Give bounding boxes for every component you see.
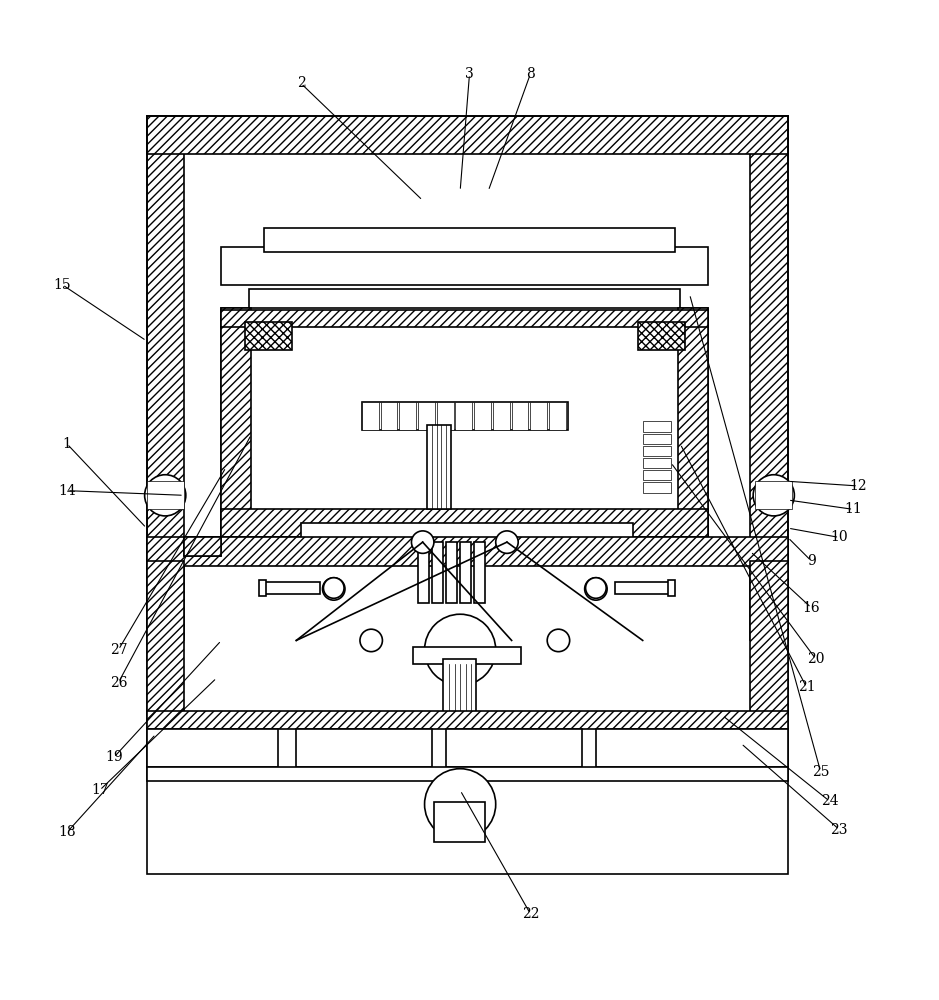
Bar bbox=[474, 542, 485, 603]
Bar bbox=[146, 561, 184, 715]
Bar bbox=[427, 425, 451, 509]
Bar bbox=[146, 711, 788, 729]
Bar bbox=[642, 446, 670, 456]
Bar bbox=[222, 308, 708, 537]
Text: 26: 26 bbox=[110, 676, 127, 690]
Text: 15: 15 bbox=[54, 278, 71, 292]
Bar bbox=[678, 308, 708, 537]
Bar bbox=[642, 421, 670, 432]
Circle shape bbox=[753, 475, 794, 516]
Text: 9: 9 bbox=[807, 554, 816, 568]
Circle shape bbox=[323, 578, 344, 598]
Bar bbox=[531, 402, 547, 430]
Bar bbox=[146, 729, 278, 767]
Bar bbox=[446, 542, 457, 603]
Bar bbox=[250, 289, 680, 313]
Bar bbox=[642, 470, 670, 480]
Text: 14: 14 bbox=[58, 484, 76, 498]
Text: 19: 19 bbox=[105, 750, 123, 764]
Bar bbox=[146, 116, 788, 874]
Bar bbox=[668, 580, 675, 596]
Text: 8: 8 bbox=[526, 67, 534, 81]
Bar bbox=[642, 482, 670, 493]
Bar bbox=[146, 537, 788, 566]
Text: 17: 17 bbox=[91, 783, 109, 797]
Text: 10: 10 bbox=[830, 530, 848, 544]
Bar bbox=[399, 402, 416, 430]
Text: 11: 11 bbox=[844, 502, 862, 516]
Bar bbox=[642, 458, 670, 468]
Bar bbox=[222, 509, 708, 537]
Bar bbox=[549, 402, 566, 430]
Text: 16: 16 bbox=[803, 601, 820, 615]
Circle shape bbox=[585, 578, 608, 600]
Text: 1: 1 bbox=[63, 437, 71, 451]
Text: 3: 3 bbox=[465, 67, 474, 81]
Text: 22: 22 bbox=[521, 907, 539, 921]
Bar bbox=[474, 402, 491, 430]
Circle shape bbox=[586, 578, 607, 598]
Bar bbox=[245, 322, 292, 350]
Bar bbox=[493, 402, 510, 430]
Bar bbox=[642, 434, 670, 444]
Bar bbox=[615, 582, 670, 594]
Bar bbox=[184, 537, 222, 556]
Circle shape bbox=[411, 531, 434, 553]
Bar bbox=[437, 402, 454, 430]
Bar bbox=[443, 659, 476, 715]
Bar bbox=[460, 542, 471, 603]
Bar bbox=[146, 116, 788, 154]
Circle shape bbox=[360, 629, 382, 652]
Bar bbox=[446, 729, 582, 767]
Text: 18: 18 bbox=[58, 825, 76, 839]
Bar bbox=[362, 402, 378, 430]
Bar bbox=[146, 481, 184, 509]
Circle shape bbox=[547, 629, 570, 652]
Bar bbox=[455, 402, 472, 430]
Text: 2: 2 bbox=[297, 76, 305, 90]
Bar bbox=[264, 582, 319, 594]
Bar bbox=[380, 402, 397, 430]
Bar bbox=[413, 647, 521, 664]
Bar bbox=[264, 228, 675, 252]
Bar bbox=[755, 481, 793, 509]
Circle shape bbox=[424, 769, 496, 840]
Bar bbox=[434, 802, 485, 842]
Text: 20: 20 bbox=[808, 652, 824, 666]
Circle shape bbox=[424, 614, 496, 685]
Bar bbox=[146, 116, 184, 640]
Bar bbox=[418, 542, 429, 603]
Circle shape bbox=[496, 531, 518, 553]
Bar bbox=[418, 402, 435, 430]
Bar bbox=[362, 402, 568, 430]
Bar bbox=[512, 402, 529, 430]
Bar bbox=[750, 561, 788, 715]
Bar bbox=[750, 116, 788, 640]
Bar bbox=[222, 310, 708, 327]
Bar bbox=[146, 767, 788, 781]
Bar bbox=[432, 542, 443, 603]
Text: 23: 23 bbox=[831, 823, 848, 837]
Circle shape bbox=[322, 578, 345, 600]
Text: 12: 12 bbox=[849, 479, 867, 493]
Text: 24: 24 bbox=[821, 794, 839, 808]
Bar bbox=[184, 537, 222, 556]
Bar bbox=[297, 729, 432, 767]
Bar bbox=[222, 247, 708, 285]
Bar bbox=[596, 729, 788, 767]
Bar bbox=[222, 308, 252, 537]
Bar bbox=[638, 322, 685, 350]
Bar bbox=[301, 523, 633, 542]
Text: 21: 21 bbox=[798, 680, 815, 694]
Text: 25: 25 bbox=[812, 765, 829, 779]
Circle shape bbox=[145, 475, 186, 516]
Bar bbox=[259, 580, 267, 596]
Text: 27: 27 bbox=[110, 643, 127, 657]
